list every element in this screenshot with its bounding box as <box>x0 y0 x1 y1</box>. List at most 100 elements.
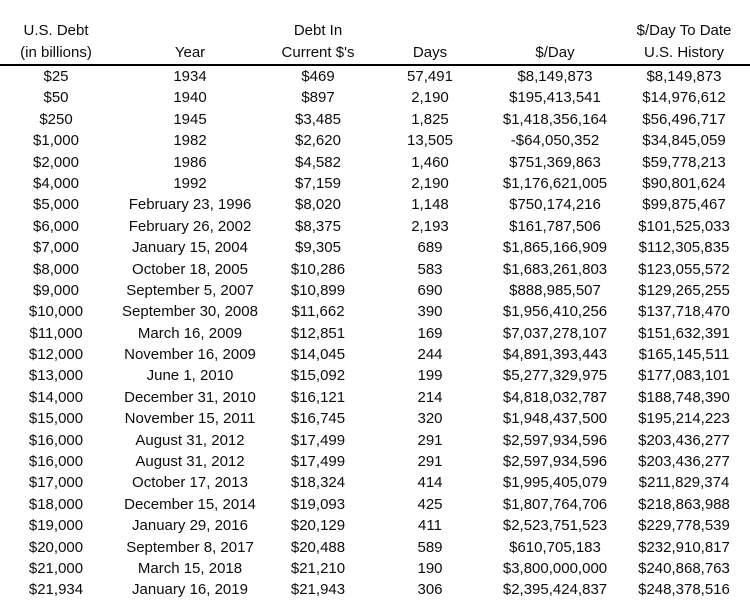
table-cell: $21,943 <box>290 581 346 599</box>
column-header-line2: $/Day <box>535 44 575 61</box>
table-cell: $7,037,278,107 <box>502 324 608 342</box>
table-cell: 1,148 <box>411 196 449 214</box>
table-cell: $20,488 <box>290 538 346 556</box>
column-header-line2: Days <box>412 44 448 61</box>
table-cell: -$64,050,352 <box>510 132 600 150</box>
table-cell: $1,000 <box>33 132 79 150</box>
table-cell: February 26, 2002 <box>128 217 252 235</box>
table-cell: 13,505 <box>407 132 453 150</box>
table-cell: $129,265,255 <box>638 281 730 299</box>
table-cell: $177,083,101 <box>638 367 730 385</box>
table-cell: September 5, 2007 <box>126 281 254 299</box>
table-row: $6,000 February 26, 2002 $8,375 2,193 $161,7… <box>0 216 750 237</box>
table-cell: 690 <box>417 281 443 299</box>
column-header-line1 <box>492 20 618 42</box>
table-cell: 425 <box>417 495 443 513</box>
table-cell: 2,190 <box>411 89 449 107</box>
table-cell: 1934 <box>173 68 207 85</box>
table-cell: September 8, 2017 <box>126 538 254 556</box>
table-cell: $1,807,764,706 <box>502 495 608 513</box>
table-cell: 169 <box>417 324 443 342</box>
table-cell: $99,875,467 <box>642 196 726 214</box>
table-row: $8,000 October 18, 2005 $10,286 583 $1,683,2… <box>0 259 750 280</box>
table-cell: $20,000 <box>28 538 84 556</box>
table-row: $7,000 January 15, 2004 $9,305 689 $1,865,16… <box>0 237 750 258</box>
table-cell: $17,499 <box>290 431 346 449</box>
table-cell: $240,868,763 <box>638 559 730 577</box>
table-cell: $16,000 <box>28 431 84 449</box>
table-cell: 306 <box>417 581 443 599</box>
table-cell: December 15, 2014 <box>124 495 256 513</box>
table-row: $1,000 1982 $2,620 13,505 -$64,050,352 $34,84… <box>0 130 750 151</box>
table-cell: September 30, 2008 <box>122 303 258 321</box>
table-cell: August 31, 2012 <box>135 453 245 471</box>
table-cell: $3,800,000,000 <box>502 559 608 577</box>
table-row: $19,000 January 29, 2016 $20,129 411 $2,523,… <box>0 515 750 536</box>
table-cell: 589 <box>417 538 443 556</box>
table-row: $25 1934 $469 57,491 $8,149,873 $8,149,873 <box>0 66 750 87</box>
table-cell: $123,055,572 <box>638 260 730 278</box>
table-cell: $188,748,390 <box>638 388 730 406</box>
table-cell: $50 <box>43 89 69 107</box>
table-cell: $16,745 <box>290 410 346 428</box>
table-cell: $13,000 <box>28 367 84 385</box>
column-header-line1 <box>112 20 268 42</box>
column-header-line2: U.S. History <box>643 44 724 61</box>
table-cell: $17,000 <box>28 474 84 492</box>
table-cell: 1,825 <box>411 110 449 128</box>
table-cell: $34,845,059 <box>642 132 726 150</box>
table-row: $5,000 February 23, 1996 $8,020 1,148 $750,1… <box>0 194 750 215</box>
column-header-line1: U.S. Debt <box>23 22 89 39</box>
table-cell: 1982 <box>173 132 207 150</box>
column-header: Year <box>112 20 268 64</box>
table-cell: $9,000 <box>33 281 79 299</box>
table-cell: $5,000 <box>33 196 79 214</box>
table-cell: 689 <box>417 239 443 257</box>
column-header-line2: (in billions) <box>20 44 92 61</box>
table-cell: $59,778,213 <box>642 153 726 171</box>
table-cell: $8,020 <box>295 196 341 214</box>
table-cell: 2,190 <box>411 174 449 192</box>
table-cell: $2,597,934,596 <box>502 431 608 449</box>
column-header-line2: Year <box>174 44 206 61</box>
table-cell: $610,705,183 <box>509 538 601 556</box>
table-cell: $10,899 <box>290 281 346 299</box>
table-cell: $12,851 <box>290 324 346 342</box>
table-row: $12,000 November 16, 2009 $14,045 244 $4,891… <box>0 344 750 365</box>
table-cell: $11,662 <box>291 303 345 321</box>
table-cell: $8,149,873 <box>517 68 593 85</box>
table-cell: $15,092 <box>290 367 346 385</box>
table-cell: October 18, 2005 <box>132 260 248 278</box>
table-cell: $18,000 <box>28 495 84 513</box>
table-cell: February 23, 1996 <box>128 196 252 214</box>
table-row: $20,000 September 8, 2017 $20,488 589 $610,7… <box>0 537 750 558</box>
table-body: $25 1934 $469 57,491 $8,149,873 $8,149,873 $50… <box>0 66 750 601</box>
table-cell: $195,413,541 <box>509 89 601 107</box>
table-cell: $750,174,216 <box>509 196 601 214</box>
table-cell: $7,000 <box>33 239 79 257</box>
table-row: $14,000 December 31, 2010 $16,121 214 $4,818… <box>0 387 750 408</box>
table-cell: $112,305,835 <box>638 239 730 257</box>
table-cell: December 31, 2010 <box>124 388 256 406</box>
table-cell: 1986 <box>173 153 207 171</box>
table-cell: $248,378,516 <box>638 581 730 599</box>
table-cell: $25 <box>43 68 69 85</box>
table-row: $4,000 1992 $7,159 2,190 $1,176,621,005 $90,8… <box>0 173 750 194</box>
table-cell: 1,460 <box>411 153 449 171</box>
table-cell: $1,176,621,005 <box>502 174 608 192</box>
table-cell: January 29, 2016 <box>132 517 248 535</box>
header-divider <box>0 64 750 66</box>
table-cell: August 31, 2012 <box>135 431 245 449</box>
table-cell: $4,000 <box>33 174 79 192</box>
table-cell: $56,496,717 <box>642 110 726 128</box>
table-cell: $14,045 <box>290 346 346 364</box>
table-cell: 57,491 <box>407 68 453 85</box>
table-cell: $4,582 <box>295 153 341 171</box>
column-header-line1: Debt In <box>293 22 343 39</box>
column-header: $/Day <box>492 20 618 64</box>
table-cell: 411 <box>418 517 442 535</box>
table-cell: 1940 <box>173 89 207 107</box>
table-cell: $469 <box>301 68 335 85</box>
column-header: Days <box>368 20 492 64</box>
